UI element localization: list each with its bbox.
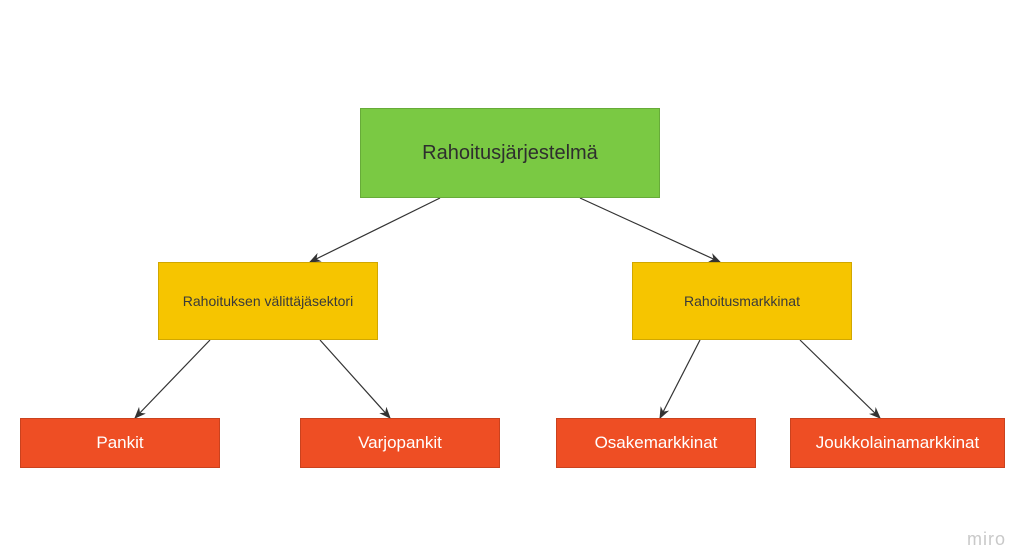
- edge-right-leaf4: [800, 340, 880, 418]
- diagram-node-label: Rahoitusmarkkinat: [678, 289, 806, 314]
- diagram-node-left: Rahoituksen välittäjäsektori: [158, 262, 378, 340]
- diagram-node-label: Joukkolainamarkkinat: [810, 429, 985, 457]
- edge-left-leaf2: [320, 340, 390, 418]
- diagram-node-label: Osakemarkkinat: [589, 429, 724, 457]
- diagram-node-label: Rahoitusjärjestelmä: [416, 137, 604, 169]
- watermark: miro: [967, 529, 1006, 550]
- diagram-node-label: Varjopankit: [352, 429, 448, 457]
- edge-left-leaf1: [135, 340, 210, 418]
- edge-right-leaf3: [660, 340, 700, 418]
- diagram-node-label: Pankit: [90, 429, 149, 457]
- diagram-node-leaf4: Joukkolainamarkkinat: [790, 418, 1005, 468]
- diagram-node-leaf2: Varjopankit: [300, 418, 500, 468]
- diagram-node-leaf3: Osakemarkkinat: [556, 418, 756, 468]
- edge-root-left: [310, 198, 440, 262]
- diagram-node-label: Rahoituksen välittäjäsektori: [177, 289, 359, 314]
- edge-root-right: [580, 198, 720, 262]
- diagram-edges: [0, 0, 1024, 560]
- watermark-text: miro: [967, 529, 1006, 549]
- diagram-node-leaf1: Pankit: [20, 418, 220, 468]
- diagram-node-root: Rahoitusjärjestelmä: [360, 108, 660, 198]
- diagram-node-right: Rahoitusmarkkinat: [632, 262, 852, 340]
